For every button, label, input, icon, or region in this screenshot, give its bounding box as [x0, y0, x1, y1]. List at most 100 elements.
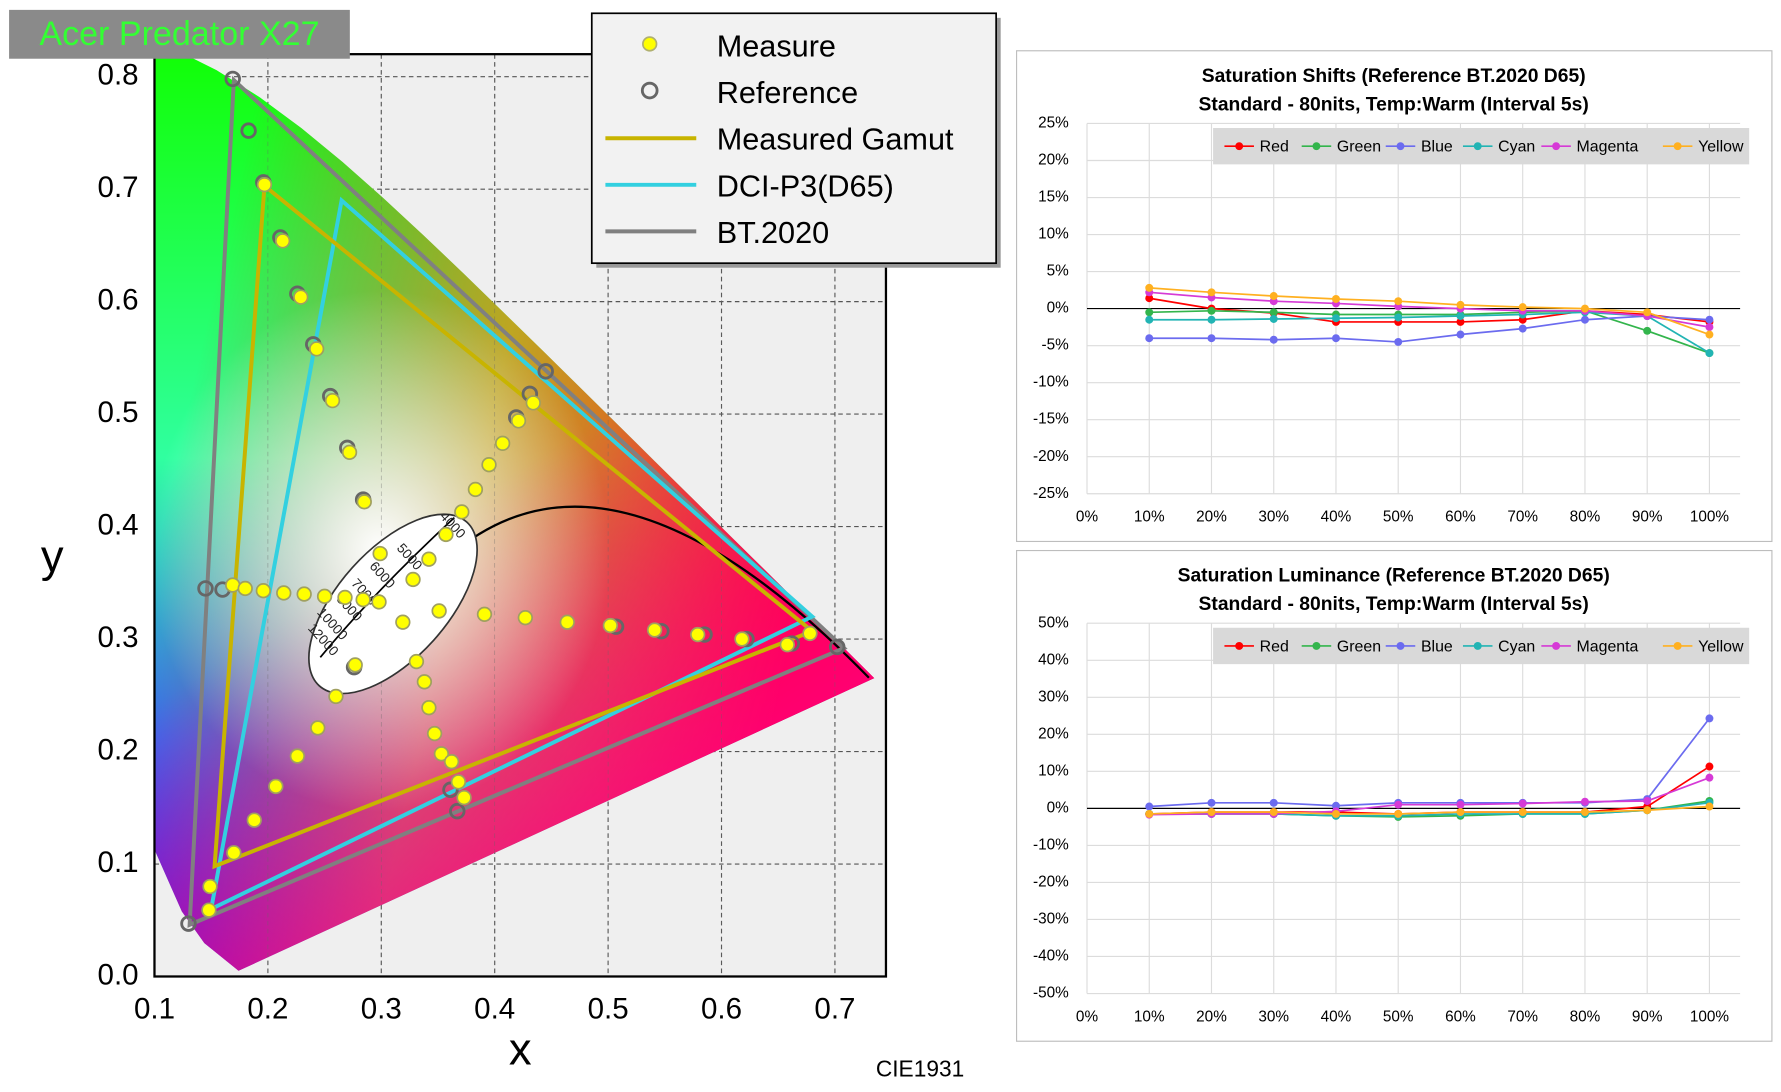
- x-tick-label: 70%: [1507, 509, 1538, 526]
- series-point: [1145, 308, 1154, 317]
- x-tick-label: 0%: [1076, 509, 1099, 526]
- x-tick-label: 90%: [1632, 1008, 1663, 1025]
- y-tick-label: 0.3: [98, 621, 139, 654]
- series-point: [1332, 295, 1340, 303]
- y-tick-label: -20%: [1033, 448, 1069, 465]
- x-tick-label: 40%: [1321, 509, 1352, 526]
- series-point: [1643, 796, 1652, 805]
- series-point: [1269, 292, 1278, 300]
- reference-point: [240, 122, 257, 139]
- legend-label: Green: [1337, 139, 1381, 156]
- x-tick-label: 0.7: [814, 992, 855, 1025]
- series-point: [1705, 349, 1714, 358]
- measure-point: [408, 653, 425, 670]
- measure-point: [310, 720, 326, 736]
- measure-point: [395, 614, 411, 630]
- measure-point: [201, 902, 217, 918]
- series-point: [1456, 330, 1465, 339]
- chart-box: [1016, 50, 1773, 543]
- reference-point: [180, 915, 197, 932]
- legend-symbol: [1396, 142, 1405, 151]
- shift-chart: Saturation Shifts (Reference BT.2020 D65…: [1016, 50, 1773, 543]
- series-point: [1518, 303, 1527, 312]
- measure-point: [225, 577, 241, 593]
- legend-label: Magenta: [1577, 139, 1639, 156]
- series-point: [1518, 324, 1527, 333]
- x-axis-label: x: [509, 1024, 532, 1075]
- legend-symbol: [1235, 142, 1244, 151]
- series-line: [1149, 315, 1710, 343]
- reference-point: [537, 363, 554, 380]
- measure-point: [341, 444, 358, 461]
- series-point: [1269, 315, 1278, 323]
- series-point: [1207, 288, 1216, 297]
- series-point: [1580, 797, 1589, 806]
- y-tick-label: -25%: [1033, 485, 1069, 502]
- series-point: [1580, 304, 1589, 313]
- series-point: [1456, 800, 1465, 809]
- y-tick-label: 0.5: [98, 396, 139, 429]
- measure-point: [421, 551, 437, 567]
- spectral-locus: [154, 54, 875, 971]
- x-tick-label: 50%: [1383, 1008, 1414, 1025]
- series-point: [1145, 315, 1154, 324]
- series-point: [1269, 808, 1278, 817]
- y-tick-label: -10%: [1033, 374, 1069, 391]
- y-axis-label: y: [41, 531, 64, 582]
- measure-point: [690, 626, 706, 643]
- legend-symbol: [1473, 641, 1482, 650]
- series-point: [1332, 334, 1340, 343]
- x-tick-label: 80%: [1570, 1008, 1601, 1025]
- y-tick-label: 0.8: [98, 58, 139, 91]
- measure-point: [602, 617, 619, 634]
- series-point: [1456, 808, 1465, 817]
- legend-symbol: [640, 81, 659, 100]
- y-tick-label: -30%: [1033, 911, 1069, 928]
- measure-point: [289, 748, 306, 764]
- y-tick-label: 10%: [1038, 226, 1069, 243]
- reference-point: [828, 638, 846, 656]
- series-point: [1705, 714, 1714, 723]
- x-tick-label: 30%: [1258, 1008, 1289, 1025]
- y-tick-label: 0.6: [98, 283, 139, 316]
- series-point: [1580, 808, 1589, 817]
- series-point: [1705, 330, 1714, 339]
- measure-point: [308, 341, 325, 357]
- measure-point: [646, 622, 663, 638]
- series-point: [1705, 762, 1714, 771]
- plot-frame: [153, 53, 888, 978]
- y-tick-label: 10%: [1038, 762, 1069, 779]
- legend-symbol: [642, 36, 658, 52]
- measure-point: [246, 812, 262, 828]
- luminance-chart: Saturation Luminance (Reference BT.2020 …: [1016, 549, 1773, 1042]
- measure-point: [481, 457, 497, 473]
- series-point: [1207, 798, 1216, 807]
- reference-point: [442, 781, 459, 799]
- y-tick-label: 40%: [1038, 651, 1069, 668]
- legend-label: Cyan: [1498, 638, 1535, 655]
- legend-label: Red: [1260, 139, 1289, 156]
- series-line: [1149, 287, 1710, 336]
- locus-fill: [154, 54, 875, 971]
- legend-symbol: [1312, 641, 1321, 650]
- x-tick-label: 0.4: [474, 992, 515, 1025]
- x-tick-label: 0.6: [701, 992, 742, 1025]
- measure-point: [517, 610, 533, 626]
- measure-point: [456, 789, 472, 806]
- gamut-triangle: [187, 75, 848, 928]
- series-point: [1394, 809, 1403, 818]
- series-point: [1145, 283, 1154, 292]
- series-point: [1332, 809, 1340, 818]
- measure-point: [431, 603, 447, 619]
- series-point: [1394, 337, 1403, 346]
- measure-point: [237, 580, 253, 597]
- x-tick-label: 20%: [1196, 1008, 1227, 1025]
- measure-point: [450, 774, 467, 790]
- legend-label: Blue: [1421, 139, 1453, 156]
- series-line: [1149, 291, 1710, 328]
- y-tick-label: 25%: [1038, 115, 1069, 132]
- y-tick-label: 0.0: [98, 958, 139, 991]
- legend-symbol: [1552, 142, 1561, 151]
